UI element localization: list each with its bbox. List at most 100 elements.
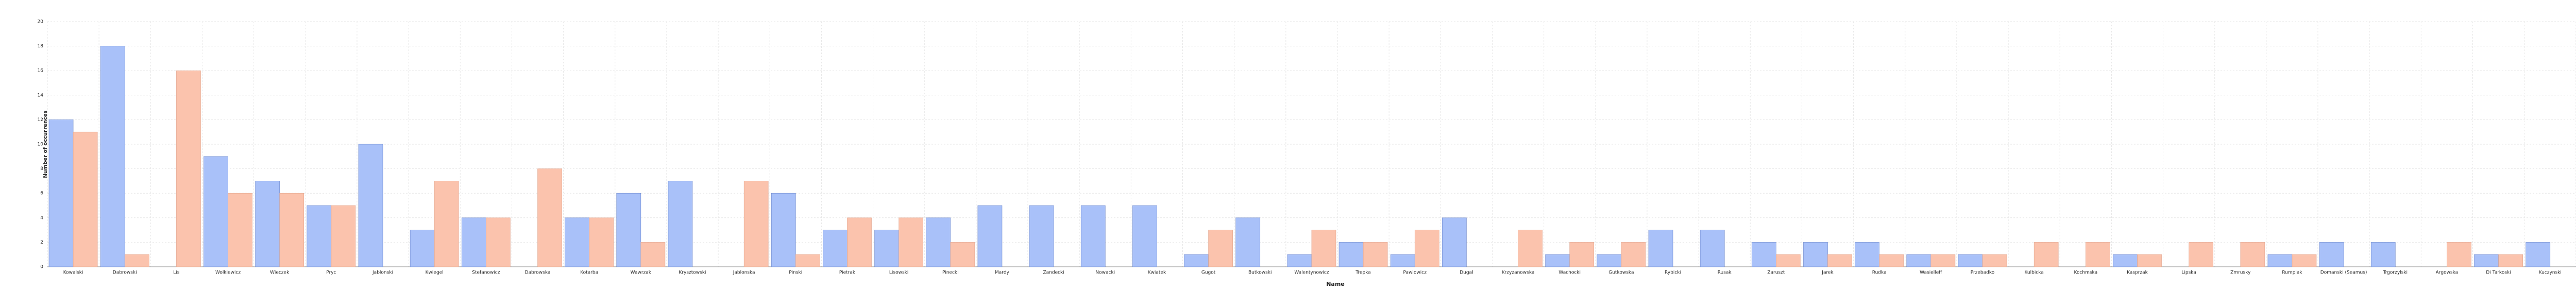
bar — [307, 205, 332, 267]
x-tick-label: Mardy — [995, 270, 1010, 276]
bar — [1235, 217, 1261, 267]
bar — [48, 119, 74, 267]
x-tick-label: Jablonska — [733, 270, 755, 276]
y-tick-label: 20 — [38, 20, 44, 25]
x-tick-label: Jablonski — [372, 270, 393, 276]
bar — [1930, 254, 1956, 267]
x-tick-label: Gugot — [1201, 270, 1216, 276]
bar — [2474, 254, 2499, 267]
bar — [358, 144, 383, 267]
bar — [2447, 242, 2471, 267]
bar — [2498, 254, 2523, 267]
x-tick-label: Wasielleff — [1920, 270, 1942, 276]
y-tick-label: 6 — [40, 191, 43, 196]
x-tick-label: Krzyzanowska — [1502, 270, 1535, 276]
bar — [1287, 254, 1312, 267]
bar — [1184, 254, 1209, 267]
bar — [565, 217, 589, 267]
bar — [2189, 242, 2214, 267]
x-tick-label: Lipska — [2181, 270, 2196, 276]
bar — [589, 217, 614, 267]
x-tick-label: Dabrowski — [113, 270, 137, 276]
x-tick-label: Kwiatek — [1148, 270, 1166, 276]
y-tick-label: 10 — [38, 142, 44, 147]
bar — [1621, 242, 1646, 267]
x-tick-label: Pinski — [789, 270, 802, 276]
x-tick-label: Kowalski — [63, 270, 83, 276]
bar — [795, 254, 820, 267]
bar — [640, 242, 666, 267]
y-tick-label: 16 — [38, 69, 44, 74]
y-tick-label: 18 — [38, 44, 44, 49]
x-tick-label: Jarek — [1821, 270, 1834, 276]
x-tick-label: Kulbicka — [2024, 270, 2043, 276]
bar — [486, 217, 511, 267]
x-tick-label: Kotarba — [580, 270, 598, 276]
bar — [1776, 254, 1801, 267]
bar — [1648, 230, 1673, 267]
bar — [926, 217, 951, 267]
x-tick-label: Wachocki — [1558, 270, 1581, 276]
x-tick-label: Przebadko — [1971, 270, 1995, 276]
bar — [1803, 242, 1828, 267]
bar — [1597, 254, 1622, 267]
bar — [176, 70, 201, 267]
bar — [1518, 230, 1543, 267]
x-tick-label: Di Tarkoski — [2486, 270, 2511, 276]
x-tick-label: Trgorzylski — [2382, 270, 2408, 276]
bar — [2319, 242, 2344, 267]
bar — [279, 193, 304, 267]
bar — [1958, 254, 1983, 267]
x-tick-label: Domanski (Seamus) — [2320, 270, 2367, 276]
bar — [1855, 242, 1879, 267]
bar — [2033, 242, 2059, 267]
y-tick-label: 8 — [40, 166, 43, 172]
x-tick-label: Kochmska — [2074, 270, 2097, 276]
x-tick-label: Zmrusky — [2230, 270, 2251, 276]
bar — [1700, 230, 1725, 267]
x-tick-label: Gutkowska — [1608, 270, 1634, 276]
bar — [977, 205, 1003, 267]
bar — [2086, 242, 2110, 267]
bar — [1132, 205, 1157, 267]
x-tick-label: Argowska — [2436, 270, 2459, 276]
x-tick-label: Pawlowicz — [1403, 270, 1427, 276]
bar — [100, 46, 125, 267]
bar — [2292, 254, 2317, 267]
x-tick-label: Lisowski — [889, 270, 908, 276]
x-tick-label: Kuczynski — [2539, 270, 2562, 276]
x-tick-label: Wawrzak — [631, 270, 652, 276]
bar — [331, 205, 356, 267]
x-tick-label: Trepka — [1355, 270, 1371, 276]
bar — [434, 181, 459, 267]
x-tick-label: Kwiegel — [426, 270, 444, 276]
bar — [2370, 242, 2396, 267]
bar — [743, 181, 769, 267]
bar — [771, 193, 796, 267]
bar — [1879, 254, 1904, 267]
x-tick-label: Pryc — [326, 270, 336, 276]
x-tick-label: Rumpiak — [2282, 270, 2302, 276]
x-tick-label: Walentynowicz — [1294, 270, 1329, 276]
bar — [73, 131, 98, 267]
bar — [461, 217, 486, 267]
bar — [1029, 205, 1054, 267]
bar — [1208, 230, 1233, 267]
x-tick-label: Zaruszt — [1767, 270, 1785, 276]
x-tick-label: Rudka — [1872, 270, 1887, 276]
bar — [1751, 242, 1776, 267]
x-tick-label: Wieczek — [270, 270, 290, 276]
bar — [1363, 242, 1388, 267]
bar — [1414, 230, 1439, 267]
y-axis-label: Number of occurrences — [43, 110, 48, 178]
x-tick-label: Pinecki — [942, 270, 959, 276]
x-tick-label: Rusak — [1718, 270, 1732, 276]
bar — [847, 217, 872, 267]
x-tick-label: Dugal — [1460, 270, 1473, 276]
bar — [1827, 254, 1852, 267]
bar — [2137, 254, 2162, 267]
bar — [124, 254, 149, 267]
x-tick-label: Butkowski — [1248, 270, 1272, 276]
bar — [2113, 254, 2138, 267]
